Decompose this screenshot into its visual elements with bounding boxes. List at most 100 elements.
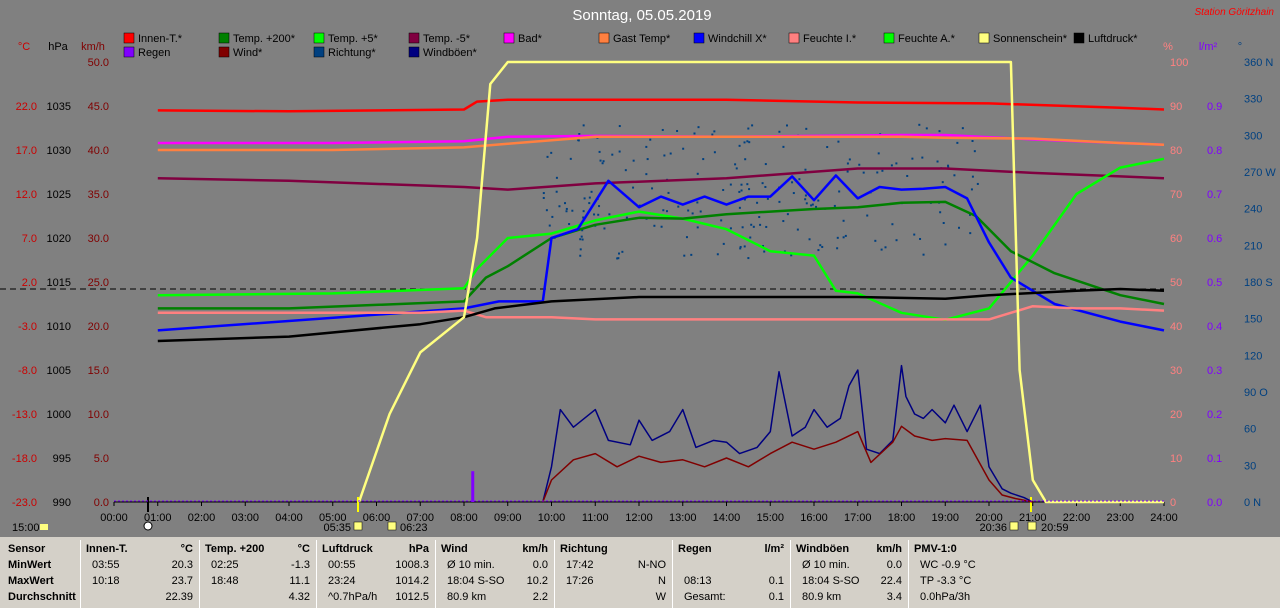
direction-point	[748, 188, 751, 191]
direction-point	[782, 220, 785, 223]
rain-tick-label: 0.7	[1207, 189, 1222, 201]
legend-swatch	[313, 32, 325, 44]
stats-min-value: 20.3	[171, 559, 193, 571]
stats-avg-label: 80.9 km	[447, 591, 487, 603]
stats-column	[790, 540, 791, 608]
direction-point	[939, 211, 942, 214]
corner-time: 15:00	[12, 522, 40, 534]
stats-unit: l/m²	[764, 543, 784, 555]
direction-point	[925, 127, 928, 130]
direction-point	[743, 198, 746, 201]
stats-min-time: Ø 10 min.	[447, 559, 495, 571]
temp-tick-label: 12.0	[16, 189, 37, 201]
weather-chart: Sonntag, 05.05.2019 Station Göritzhain I…	[0, 7, 1276, 534]
direction-point	[759, 223, 762, 226]
direction-point	[862, 171, 865, 174]
stats-min-time: WC -0.9 °C	[920, 559, 976, 571]
wind-tick-label: 25.0	[88, 277, 109, 289]
temp-unit-label: °C	[18, 41, 30, 53]
direction-point	[846, 162, 849, 165]
stats-column	[199, 540, 200, 608]
rain-unit-label: l/m²	[1199, 41, 1218, 53]
direction-point	[817, 199, 820, 202]
stats-avg-value: 4.32	[288, 591, 310, 603]
series-line-temp-200	[157, 200, 1165, 310]
direction-point	[804, 168, 807, 171]
x-tick-label: 18:00	[888, 512, 916, 524]
direction-point	[785, 124, 788, 127]
direction-point	[660, 225, 663, 228]
direction-point	[922, 253, 925, 256]
direction-point	[796, 228, 799, 231]
rain-tick-label: 0.6	[1207, 233, 1222, 245]
direction-point	[790, 254, 793, 257]
direction-point	[558, 205, 561, 208]
direction-point	[866, 214, 869, 217]
direction-point	[542, 196, 545, 199]
stats-max-time: 17:26	[566, 575, 594, 587]
direction-point	[565, 207, 568, 210]
x-tick-label: 16:00	[800, 512, 828, 524]
legend-swatch	[788, 32, 800, 44]
direction-point	[971, 175, 974, 178]
stats-unit: °C	[180, 543, 193, 555]
direction-point	[968, 213, 971, 216]
direction-point	[581, 229, 584, 232]
rain-tick-label: 0.1	[1207, 453, 1222, 465]
direction-point	[618, 150, 621, 153]
direction-point	[546, 155, 549, 158]
legend: Innen-T.* Temp. +200* Temp. +5* Temp. -5* Ba…	[123, 32, 1138, 59]
direction-point	[941, 181, 944, 184]
direction-point	[740, 189, 743, 192]
stats-row-label: MaxWert	[8, 575, 54, 587]
direction-point	[683, 254, 686, 257]
x-tick-label: 08:00	[450, 512, 478, 524]
direction-point	[590, 190, 593, 193]
direction-point	[598, 205, 601, 208]
direction-point	[746, 140, 749, 143]
direction-point	[976, 182, 979, 185]
temp-tick-label: -3.0	[18, 321, 37, 333]
direction-point	[942, 221, 945, 224]
x-tick-label: 21:00	[1019, 512, 1047, 524]
statistics-panel: Sensor MinWert MaxWert Durchschnitt Innen-T.…	[0, 537, 1280, 608]
direction-point	[699, 210, 702, 213]
stats-max-time: 18:04 S-SO	[802, 575, 860, 587]
stats-min-value: 1008.3	[395, 559, 429, 571]
humidity-tick-label: 100	[1170, 57, 1188, 69]
stats-max-time: 23:24	[328, 575, 356, 587]
x-tick-label: 12:00	[625, 512, 653, 524]
stats-sensor-name: Luftdruck	[322, 543, 373, 555]
direction-point	[805, 202, 808, 205]
stats-min-value: N-NO	[637, 559, 666, 571]
direction-point	[792, 192, 795, 195]
direction-point	[798, 178, 801, 181]
stats-max-value: 23.7	[171, 575, 193, 587]
direction-point	[653, 224, 656, 227]
humidity-tick-label: 60	[1170, 233, 1182, 245]
direction-point	[786, 213, 789, 216]
direction-tick-label: 270 W	[1244, 167, 1276, 179]
x-tick-label: 13:00	[669, 512, 697, 524]
direction-point	[734, 163, 737, 166]
direction-tick-label: 150	[1244, 314, 1262, 326]
axes: °C hPa km/h% l/m² ° 22.0 17.0 12.0 7.0 2.0 -3.0 -8.…	[12, 41, 1276, 534]
direction-point	[895, 239, 898, 242]
direction-point	[565, 210, 568, 213]
direction-point	[958, 226, 961, 229]
direction-point	[836, 247, 839, 250]
direction-point	[617, 257, 620, 260]
direction-point	[624, 169, 627, 172]
legend-swatch	[218, 46, 230, 58]
direction-point	[804, 198, 807, 201]
direction-point	[918, 123, 921, 126]
pressure-tick-label: 995	[53, 453, 71, 465]
direction-point	[618, 252, 621, 255]
direction-point	[846, 170, 849, 173]
humidity-tick-label: 0	[1170, 497, 1176, 509]
legend-label: Bad*	[518, 33, 543, 45]
wind-unit-label: km/h	[81, 41, 105, 53]
legend-label: Windböen*	[423, 47, 478, 59]
stats-max-time: TP -3.3 °C	[920, 575, 972, 587]
direction-point	[738, 190, 741, 193]
